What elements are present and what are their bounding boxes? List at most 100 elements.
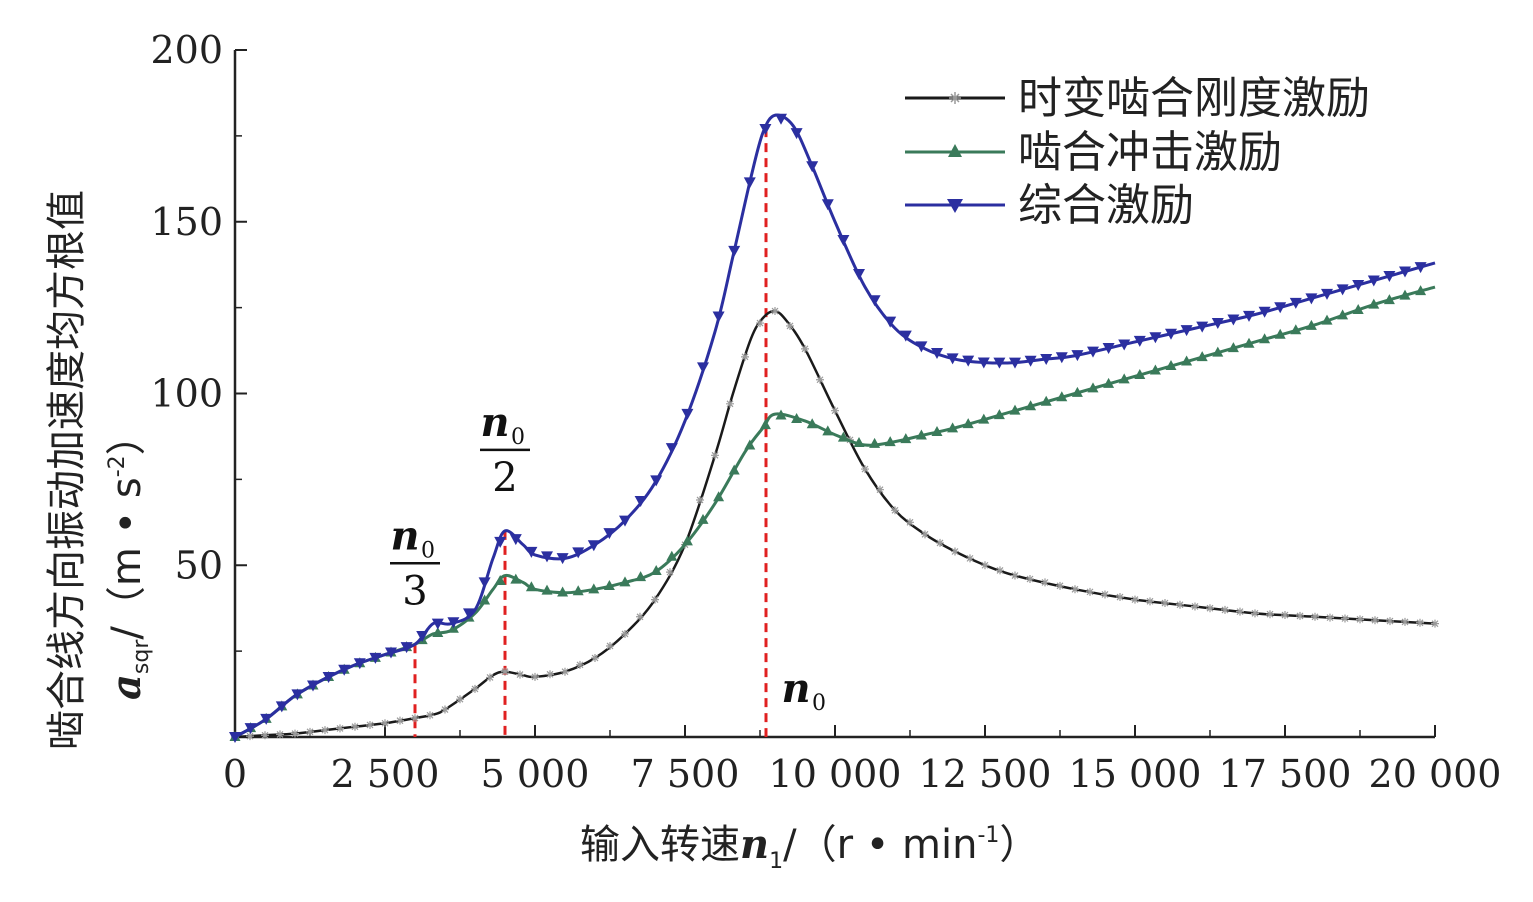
data-point xyxy=(915,429,927,440)
data-point xyxy=(1087,346,1099,358)
data-point xyxy=(1165,328,1177,340)
marker-label-subscript: 0 xyxy=(421,538,435,563)
data-point xyxy=(366,720,374,729)
data-point xyxy=(369,652,382,664)
data-point xyxy=(891,506,899,515)
data-point xyxy=(993,409,1005,420)
data-point xyxy=(1211,318,1224,330)
data-point xyxy=(791,413,803,424)
data-point xyxy=(1041,578,1049,587)
data-point xyxy=(744,439,756,450)
data-point xyxy=(541,551,553,563)
data-point xyxy=(884,316,897,328)
marker-label-subscript: 0 xyxy=(511,425,525,450)
data-point xyxy=(261,731,269,740)
data-point xyxy=(1191,602,1199,611)
data-point xyxy=(931,347,943,359)
data-point xyxy=(899,330,912,342)
legend-item-impact: 啮合冲击激励 xyxy=(905,127,1282,178)
data-point xyxy=(775,113,787,125)
x-ticks: 0 2 500 5 000 7 500 10 000 12 500 15 000 17 500… xyxy=(223,725,1502,796)
data-point xyxy=(400,642,413,654)
data-point xyxy=(1196,321,1209,333)
data-point xyxy=(712,311,725,323)
data-point xyxy=(531,672,539,681)
data-point xyxy=(260,713,273,725)
data-point xyxy=(572,585,584,596)
x-tick-label: 15 000 xyxy=(1069,752,1202,796)
data-point xyxy=(441,705,449,714)
data-point xyxy=(962,418,974,429)
data-point xyxy=(322,671,335,683)
data-point xyxy=(951,547,959,556)
data-point xyxy=(1227,342,1239,353)
x-tick-label: 2 500 xyxy=(331,752,440,796)
data-point xyxy=(621,629,629,638)
data-point xyxy=(275,701,288,713)
data-point xyxy=(516,670,524,679)
data-point xyxy=(775,409,787,420)
data-point xyxy=(837,235,850,247)
data-point xyxy=(650,565,662,576)
data-point xyxy=(1116,593,1124,602)
marker-label-numerator: n xyxy=(390,512,419,559)
data-point xyxy=(494,536,507,548)
data-point xyxy=(1118,339,1131,351)
data-point xyxy=(1305,293,1318,305)
data-point xyxy=(1196,351,1208,362)
y-tick-label: 50 xyxy=(175,543,223,587)
peak-markers: n 03n 02n 0 xyxy=(390,128,826,737)
data-point xyxy=(1103,377,1115,388)
data-point xyxy=(790,128,803,140)
x-tick-label: 20 000 xyxy=(1369,752,1502,796)
y-axis-units: asqr/（m • s-2） xyxy=(103,415,154,700)
data-point xyxy=(1352,303,1364,314)
data-point xyxy=(801,344,809,353)
data-point xyxy=(1431,619,1439,628)
data-point xyxy=(1326,613,1334,622)
legend-label-stiffness: 时变啮合刚度激励 xyxy=(1018,73,1370,124)
data-point xyxy=(411,714,419,723)
data-point xyxy=(456,695,464,704)
data-point xyxy=(1416,618,1424,627)
x-tick-label: 10 000 xyxy=(769,752,902,796)
data-point xyxy=(697,362,709,374)
data-point xyxy=(726,399,734,408)
data-point xyxy=(576,660,584,669)
y-tick-label: 200 xyxy=(150,28,223,72)
x-tick-label: 17 500 xyxy=(1219,752,1352,796)
data-point xyxy=(993,357,1006,369)
data-point xyxy=(306,727,314,736)
data-point xyxy=(447,617,460,629)
data-point xyxy=(471,684,479,693)
data-point xyxy=(759,124,772,136)
data-point xyxy=(884,436,896,447)
data-point xyxy=(1243,310,1255,322)
data-point xyxy=(1087,382,1099,393)
data-point xyxy=(525,546,538,558)
data-point xyxy=(619,515,631,527)
data-point xyxy=(868,295,881,307)
data-point xyxy=(246,732,254,741)
data-point xyxy=(426,711,434,720)
data-point xyxy=(853,268,865,280)
data-point xyxy=(1274,302,1287,314)
y-tick-label: 150 xyxy=(150,200,223,244)
data-point xyxy=(728,245,741,257)
marker-label-numerator: n xyxy=(480,399,509,446)
data-point xyxy=(510,573,522,584)
data-point xyxy=(572,547,585,559)
data-point xyxy=(606,641,614,650)
data-point xyxy=(1305,319,1317,330)
data-point xyxy=(1071,585,1079,594)
data-point xyxy=(494,575,506,586)
x-tick-label: 7 500 xyxy=(631,752,740,796)
data-point xyxy=(431,618,444,630)
data-point xyxy=(996,566,1004,575)
data-point xyxy=(1024,355,1037,367)
data-point xyxy=(291,729,299,738)
data-point xyxy=(501,667,509,676)
data-point xyxy=(806,418,818,429)
data-point xyxy=(711,451,719,460)
data-point xyxy=(1258,306,1271,318)
